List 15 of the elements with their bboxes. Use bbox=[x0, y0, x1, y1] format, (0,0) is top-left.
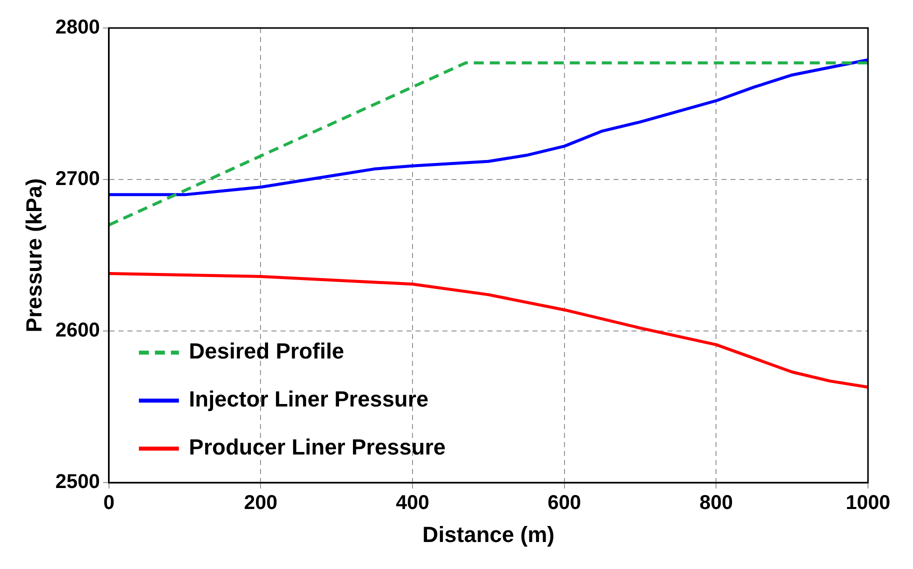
y-tick-label: 2500 bbox=[55, 471, 100, 494]
y-tick-label: 2700 bbox=[55, 168, 100, 190]
legend-label: Producer Liner Pressure bbox=[188, 434, 446, 460]
y-tick-label: 2600 bbox=[55, 320, 100, 342]
y-tick-label: 2800 bbox=[55, 16, 100, 39]
x-tick-label: 1000 bbox=[846, 492, 890, 514]
x-tick-label: 0 bbox=[103, 492, 114, 514]
x-tick-label: 800 bbox=[699, 492, 733, 514]
x-axis-title: Distance (m) bbox=[422, 522, 554, 547]
x-tick-label: 600 bbox=[548, 492, 582, 514]
x-tick-label: 400 bbox=[396, 492, 430, 514]
legend-label: Desired Profile bbox=[188, 338, 344, 364]
legend-label: Injector Liner Pressure bbox=[188, 386, 429, 412]
x-tick-label: 200 bbox=[244, 492, 278, 514]
y-axis-title: Pressure (kPa) bbox=[21, 178, 46, 332]
